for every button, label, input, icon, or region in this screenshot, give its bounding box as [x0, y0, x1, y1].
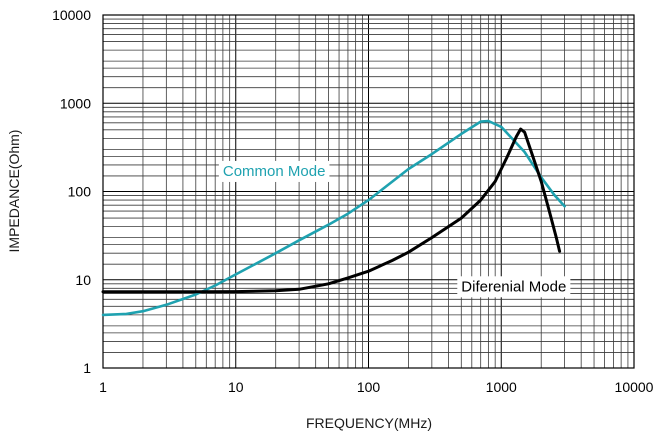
- y-tick-label: 100: [68, 184, 92, 200]
- x-tick-label: 10000: [615, 379, 654, 395]
- series-layer: [101, 119, 566, 317]
- y-axis-label: IMPEDANCE(Ohm): [6, 130, 22, 253]
- x-tick-label: 100: [357, 379, 381, 395]
- annotation-bg-diferenial-mode: [457, 276, 571, 298]
- y-tick-label: 1000: [60, 95, 91, 111]
- grid: [102, 15, 634, 369]
- annotation-diferenial-mode: Diferenial Mode: [461, 278, 566, 295]
- x-tick-label: 10: [228, 379, 244, 395]
- x-tick-label: 1000: [486, 379, 517, 395]
- plot-frame: [102, 14, 635, 369]
- tick-labels: 1 10 100 1000 10000 1 10 100 1000 10000: [52, 7, 654, 395]
- series-line-diferenial-mode: [101, 127, 562, 294]
- y-tick-label: 10: [75, 272, 91, 288]
- annotation-bg-common-mode: [218, 160, 330, 182]
- annotations: Common Mode Diferenial Mode: [218, 160, 571, 298]
- annotation-common-mode: Common Mode: [223, 163, 326, 180]
- y-tick-label: 1: [83, 360, 91, 376]
- x-axis-label: FREQUENCY(MHz): [306, 415, 432, 431]
- series-line-common-mode: [101, 119, 566, 317]
- x-tick-label: 1: [99, 379, 107, 395]
- y-tick-label: 10000: [52, 7, 91, 23]
